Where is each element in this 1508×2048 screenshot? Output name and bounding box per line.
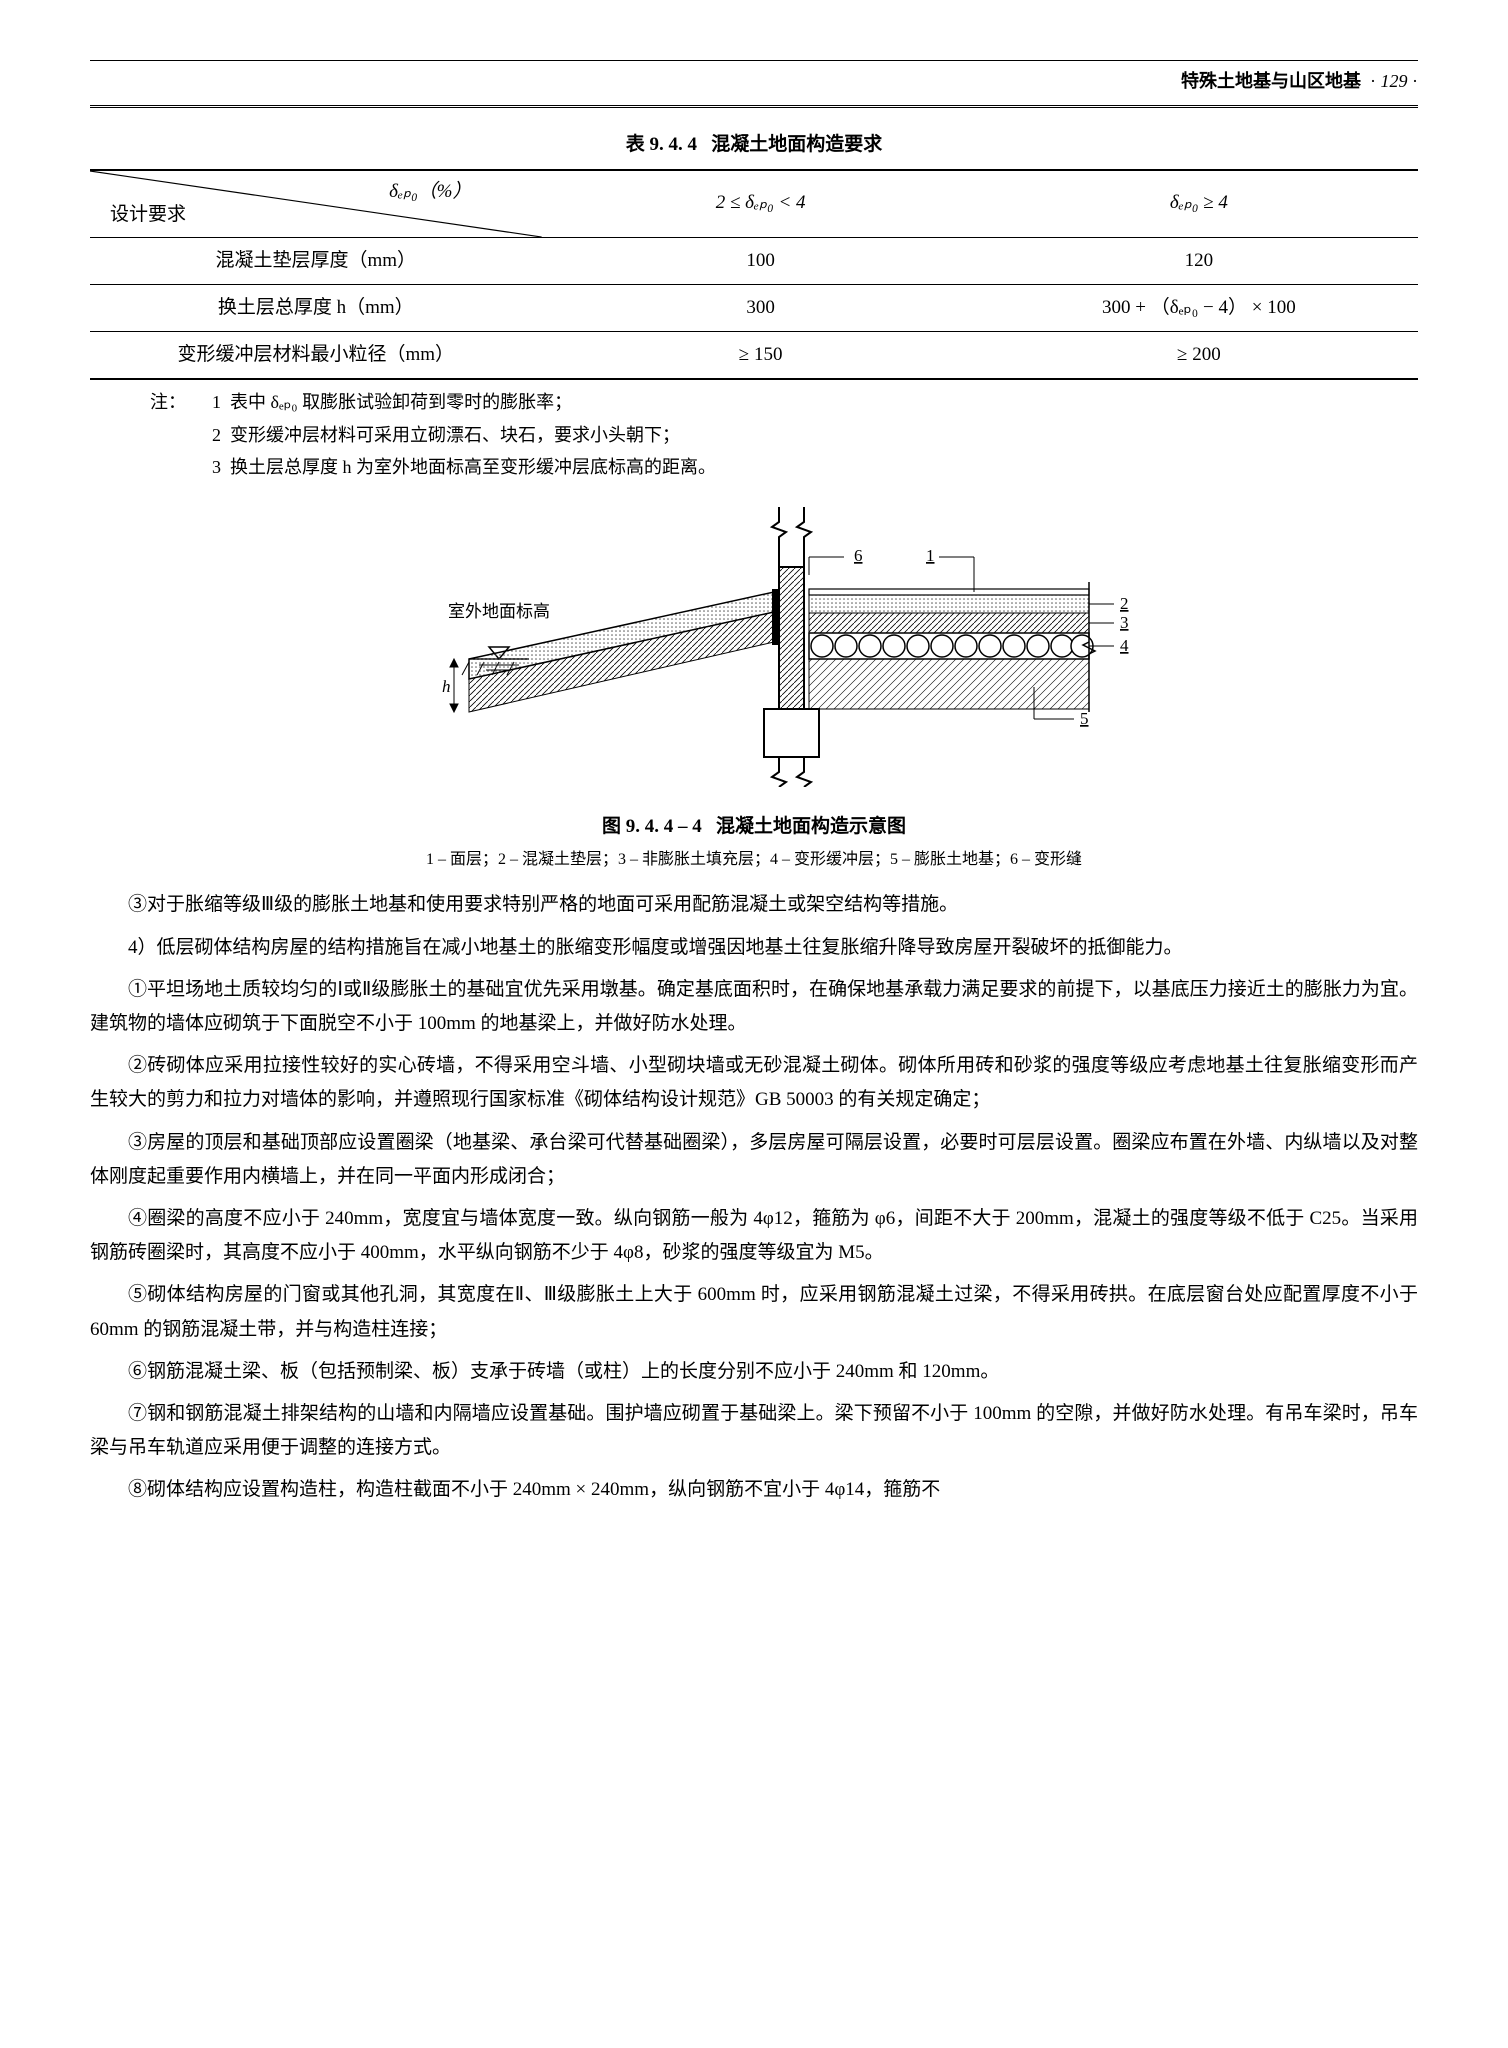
figure-944-4: 室外地面标高 h [90, 497, 1418, 799]
table-notes: 注：1 表中 δₑₚ₀ 取膨胀试验卸荷到零时的膨胀率； 2 变形缓冲层材料可采用… [150, 386, 1418, 483]
diag-bottom-label: 设计要求 [110, 198, 186, 232]
page-header: 特殊土地基与山区地基 · 129 · [90, 60, 1418, 108]
para-3: ③对于胀缩等级Ⅲ级的膨胀土地基和使用要求特别严格的地面可采用配筋混凝土或架空结构… [90, 888, 1418, 922]
note-text: 表中 δₑₚ₀ 取膨胀试验卸荷到零时的膨胀率； [230, 386, 572, 418]
para-4-4: ④圈梁的高度不应小于 240mm，宽度宜与墙体宽度一致。纵向钢筋一般为 4φ12… [90, 1202, 1418, 1270]
para-4-2: ②砖砌体应采用拉接性较好的实心砖墙，不得采用空斗墙、小型砌块墙或无砂混凝土砌体。… [90, 1049, 1418, 1117]
cell: 120 [980, 237, 1418, 284]
section-title: 特殊土地基与山区地基 [1181, 71, 1361, 91]
note-num: 2 [212, 419, 230, 451]
row-label: 变形缓冲层材料最小粒径（mm） [90, 331, 542, 379]
note-text: 换土层总厚度 h 为室外地面标高至变形缓冲层底标高的距离。 [230, 451, 716, 483]
figure-caption: 图 9. 4. 4 – 4 混凝土地面构造示意图 [90, 810, 1418, 844]
callout-5: 5 [1080, 709, 1089, 728]
page-number: 129 [1381, 71, 1408, 91]
para-4-3: ③房屋的顶层和基础顶部应设置圈梁（地基梁、承台梁可代替基础圈梁），多层房屋可隔层… [90, 1126, 1418, 1194]
para-4-5: ⑤砌体结构房屋的门窗或其他孔洞，其宽度在Ⅱ、Ⅲ级膨胀土上大于 600mm 时，应… [90, 1278, 1418, 1346]
callout-6: 6 [854, 546, 863, 565]
table-caption: 表 9. 4. 4 混凝土地面构造要求 [90, 128, 1418, 162]
note-text: 变形缓冲层材料可采用立砌漂石、块石，要求小头朝下； [230, 419, 680, 451]
table-row: 变形缓冲层材料最小粒径（mm） ≥ 150 ≥ 200 [90, 331, 1418, 379]
callout-3: 3 [1120, 613, 1129, 632]
callout-4: 4 [1120, 636, 1129, 655]
callout-2: 2 [1120, 594, 1129, 613]
table-944: δₑₚ₀（%） 设计要求 2 ≤ δₑₚ₀ < 4 δₑₚ₀ ≥ 4 混凝土垫层… [90, 169, 1418, 381]
cell: ≥ 150 [542, 331, 980, 379]
row-label: 换土层总厚度 h（mm） [90, 284, 542, 331]
cell: 300 [542, 284, 980, 331]
para-4-1: ①平坦场地土质较均匀的Ⅰ或Ⅱ级膨胀土的基础宜优先采用墩基。确定基底面积时，在确保… [90, 973, 1418, 1041]
note-num: 3 [212, 451, 230, 483]
table-caption-number: 表 9. 4. 4 [626, 134, 697, 155]
notes-label: 注： [150, 386, 212, 418]
figure-legend: 1 – 面层；2 – 混凝土垫层；3 – 非膨胀土填充层；4 – 变形缓冲层；5… [90, 846, 1418, 875]
cell: 300 + （δₑₚ₀ − 4） × 100 [980, 284, 1418, 331]
table-caption-text: 混凝土地面构造要求 [711, 134, 882, 155]
table-row: 换土层总厚度 h（mm） 300 300 + （δₑₚ₀ − 4） × 100 [90, 284, 1418, 331]
para-4-lead: 4）低层砌体结构房屋的结构措施旨在减小地基土的胀缩变形幅度或增强因地基土往复胀缩… [90, 931, 1418, 965]
para-4-8: ⑧砌体结构应设置构造柱，构造柱截面不小于 240mm × 240mm，纵向钢筋不… [90, 1473, 1418, 1507]
callout-1: 1 [926, 546, 935, 565]
diagram-svg: 室外地面标高 h [374, 497, 1134, 787]
diag-top-label: δₑₚ₀（%） [389, 175, 471, 209]
note-num: 1 [212, 386, 230, 418]
cell: 100 [542, 237, 980, 284]
diag-header-cell: δₑₚ₀（%） 设计要求 [90, 170, 542, 238]
col-header-2: δₑₚ₀ ≥ 4 [980, 170, 1418, 238]
col-header-1: 2 ≤ δₑₚ₀ < 4 [542, 170, 980, 238]
para-4-6: ⑥钢筋混凝土梁、板（包括预制梁、板）支承于砖墙（或柱）上的长度分别不应小于 24… [90, 1355, 1418, 1389]
cell: ≥ 200 [980, 331, 1418, 379]
row-label: 混凝土垫层厚度（mm） [90, 237, 542, 284]
figure-caption-number: 图 9. 4. 4 – 4 [602, 816, 702, 837]
outdoor-label: 室外地面标高 [448, 602, 550, 621]
h-label: h [442, 677, 451, 696]
figure-caption-text: 混凝土地面构造示意图 [716, 816, 906, 837]
para-4-7: ⑦钢和钢筋混凝土排架结构的山墙和内隔墙应设置基础。围护墙应砌置于基础梁上。梁下预… [90, 1397, 1418, 1465]
table-row: 混凝土垫层厚度（mm） 100 120 [90, 237, 1418, 284]
